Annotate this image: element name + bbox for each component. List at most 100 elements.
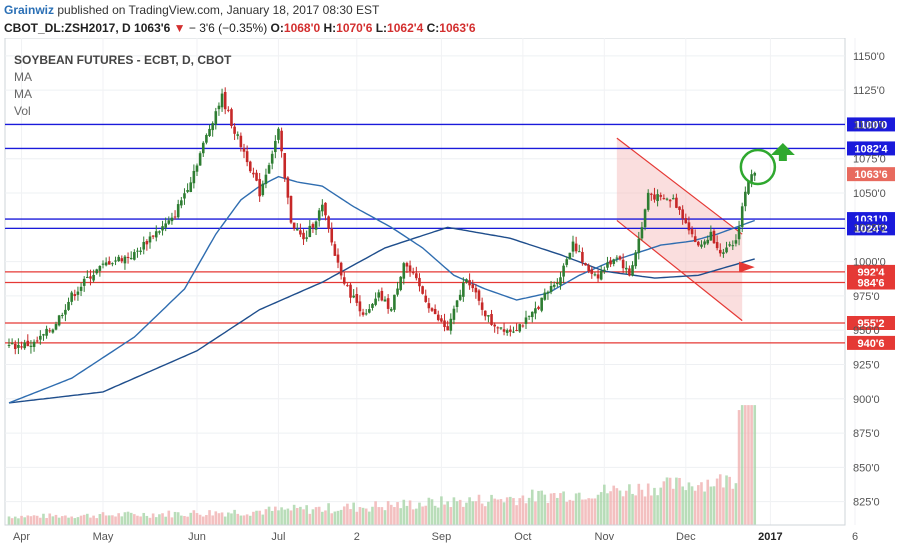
candle xyxy=(111,262,114,267)
volume-bar xyxy=(418,502,421,525)
volume-bar xyxy=(462,506,465,525)
candle-body xyxy=(274,140,277,153)
candle-body xyxy=(35,340,39,342)
candle xyxy=(402,261,406,285)
horizontal-levels[interactable]: 1100'01082'41031'01024'2992'4984'6955'29… xyxy=(5,117,895,350)
time-tick-label: May xyxy=(93,531,114,543)
time-tick-label: Dec xyxy=(676,531,696,543)
candle-body xyxy=(374,298,377,305)
candle-body xyxy=(48,330,52,332)
volume-bar xyxy=(430,499,434,525)
candle-body xyxy=(740,206,744,227)
candle-body xyxy=(653,194,656,200)
volume-bar xyxy=(502,502,506,525)
volume-bar xyxy=(731,488,735,525)
candle xyxy=(468,273,471,290)
candle xyxy=(396,281,399,297)
volume-bar xyxy=(195,513,199,525)
candle-body xyxy=(261,183,265,196)
candle-body xyxy=(603,269,606,272)
candle-body xyxy=(505,330,509,333)
candle xyxy=(509,325,512,337)
candle xyxy=(223,87,227,115)
candle-body xyxy=(574,243,578,252)
close-value: 1063'6 xyxy=(439,21,476,35)
candle-body xyxy=(480,302,484,310)
candle xyxy=(383,296,387,302)
volume-bar xyxy=(562,491,565,525)
candle-body xyxy=(659,195,663,197)
volume-bar xyxy=(67,517,70,525)
volume-bar xyxy=(530,489,534,525)
candle xyxy=(621,253,625,274)
candle-body xyxy=(534,308,537,314)
volume-bar xyxy=(549,493,553,525)
author-link[interactable]: Grainwiz xyxy=(4,3,55,17)
volume-bar xyxy=(446,501,449,525)
candle xyxy=(737,220,741,246)
indicator-ma-2[interactable]: MA xyxy=(14,87,32,101)
candle xyxy=(433,304,437,315)
candle-body xyxy=(371,303,374,308)
volume-bar xyxy=(205,515,208,525)
candle-body xyxy=(205,134,208,143)
candle xyxy=(123,255,127,270)
candle xyxy=(712,229,716,244)
candle xyxy=(299,223,302,238)
volume-bar xyxy=(101,512,105,525)
candle-body xyxy=(51,329,55,333)
candle-body xyxy=(458,294,462,300)
volume-bar xyxy=(737,410,741,525)
candle xyxy=(270,150,274,170)
volume-bar xyxy=(436,507,440,525)
time-axis[interactable]: Apr May Jun Jul 2 Sep Oct Nov Dec 2017 6 xyxy=(5,524,858,543)
price-chart[interactable]: 1100'01082'41031'01024'2992'4984'6955'29… xyxy=(0,38,902,551)
candle xyxy=(117,254,120,262)
price-axis[interactable]: 1150'0 1125'0 1100'0 1075'0 1050'0 1025'0 1000… xyxy=(853,51,886,509)
price-tick-label: 1150'0 xyxy=(853,51,885,63)
candle xyxy=(107,256,111,265)
candle xyxy=(487,314,490,323)
candle xyxy=(64,304,67,322)
volume-bar xyxy=(509,496,512,525)
candle xyxy=(596,269,600,282)
candle xyxy=(13,340,17,355)
candle xyxy=(483,310,487,321)
candle xyxy=(261,180,265,197)
candle-body xyxy=(57,315,61,326)
candle xyxy=(624,261,628,274)
indicator-ma-1[interactable]: MA xyxy=(14,70,32,84)
candle xyxy=(527,315,531,320)
candle xyxy=(161,220,164,236)
candle xyxy=(389,307,393,312)
open-value: 1068'0 xyxy=(283,21,321,35)
candle-body xyxy=(747,181,750,194)
candle-body xyxy=(170,217,174,222)
candle xyxy=(725,241,728,254)
candle xyxy=(292,222,296,231)
time-tick-label: Jun xyxy=(188,531,206,543)
price-change: − 3'6 (−0.35%) xyxy=(188,21,268,35)
candle-body xyxy=(154,231,158,238)
candle xyxy=(29,340,33,354)
candle-body xyxy=(499,327,503,329)
volume-bar xyxy=(330,513,334,525)
candle xyxy=(731,240,735,251)
candle-body xyxy=(687,222,691,231)
candle xyxy=(368,304,371,314)
candle xyxy=(324,202,327,221)
candle xyxy=(317,207,321,227)
volume-bar xyxy=(364,508,368,525)
candle-body xyxy=(45,328,48,336)
volume-bar xyxy=(515,505,518,525)
candle xyxy=(697,240,700,247)
volume-bar xyxy=(230,513,233,525)
candle xyxy=(7,338,11,348)
candle xyxy=(380,287,384,302)
indicator-volume[interactable]: Vol xyxy=(14,104,31,118)
candle-body xyxy=(242,148,246,152)
volume-bar xyxy=(136,515,139,525)
candle-body xyxy=(490,314,493,325)
volume-bar xyxy=(295,508,299,525)
chart-legend: SOYBEAN FUTURES - ECBT, D, CBOT MA MA Vo… xyxy=(14,52,231,120)
